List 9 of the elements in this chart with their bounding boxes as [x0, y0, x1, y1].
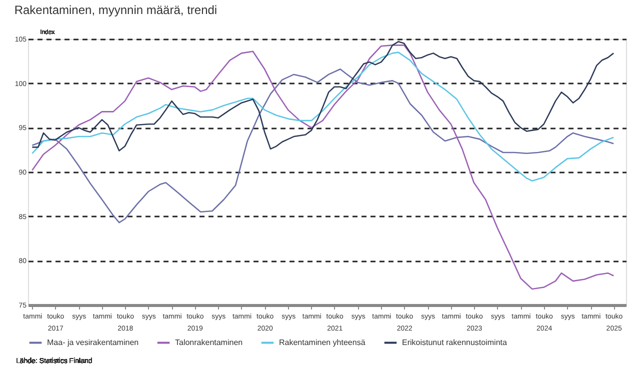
chart-title: Rakentaminen, myynnin määrä, trendi	[14, 3, 218, 17]
line-series	[32, 41, 614, 152]
line-series	[32, 52, 614, 182]
legend-label: Rakentaminen yhteensä	[279, 338, 366, 347]
legend-label: Talonrakentaminen	[175, 338, 243, 347]
legend-label: Erikoistunut rakennustoiminta	[402, 338, 508, 347]
line-series	[32, 44, 614, 290]
line-series	[32, 68, 614, 224]
legend-label: Maa- ja vesirakentaminen	[47, 338, 139, 347]
